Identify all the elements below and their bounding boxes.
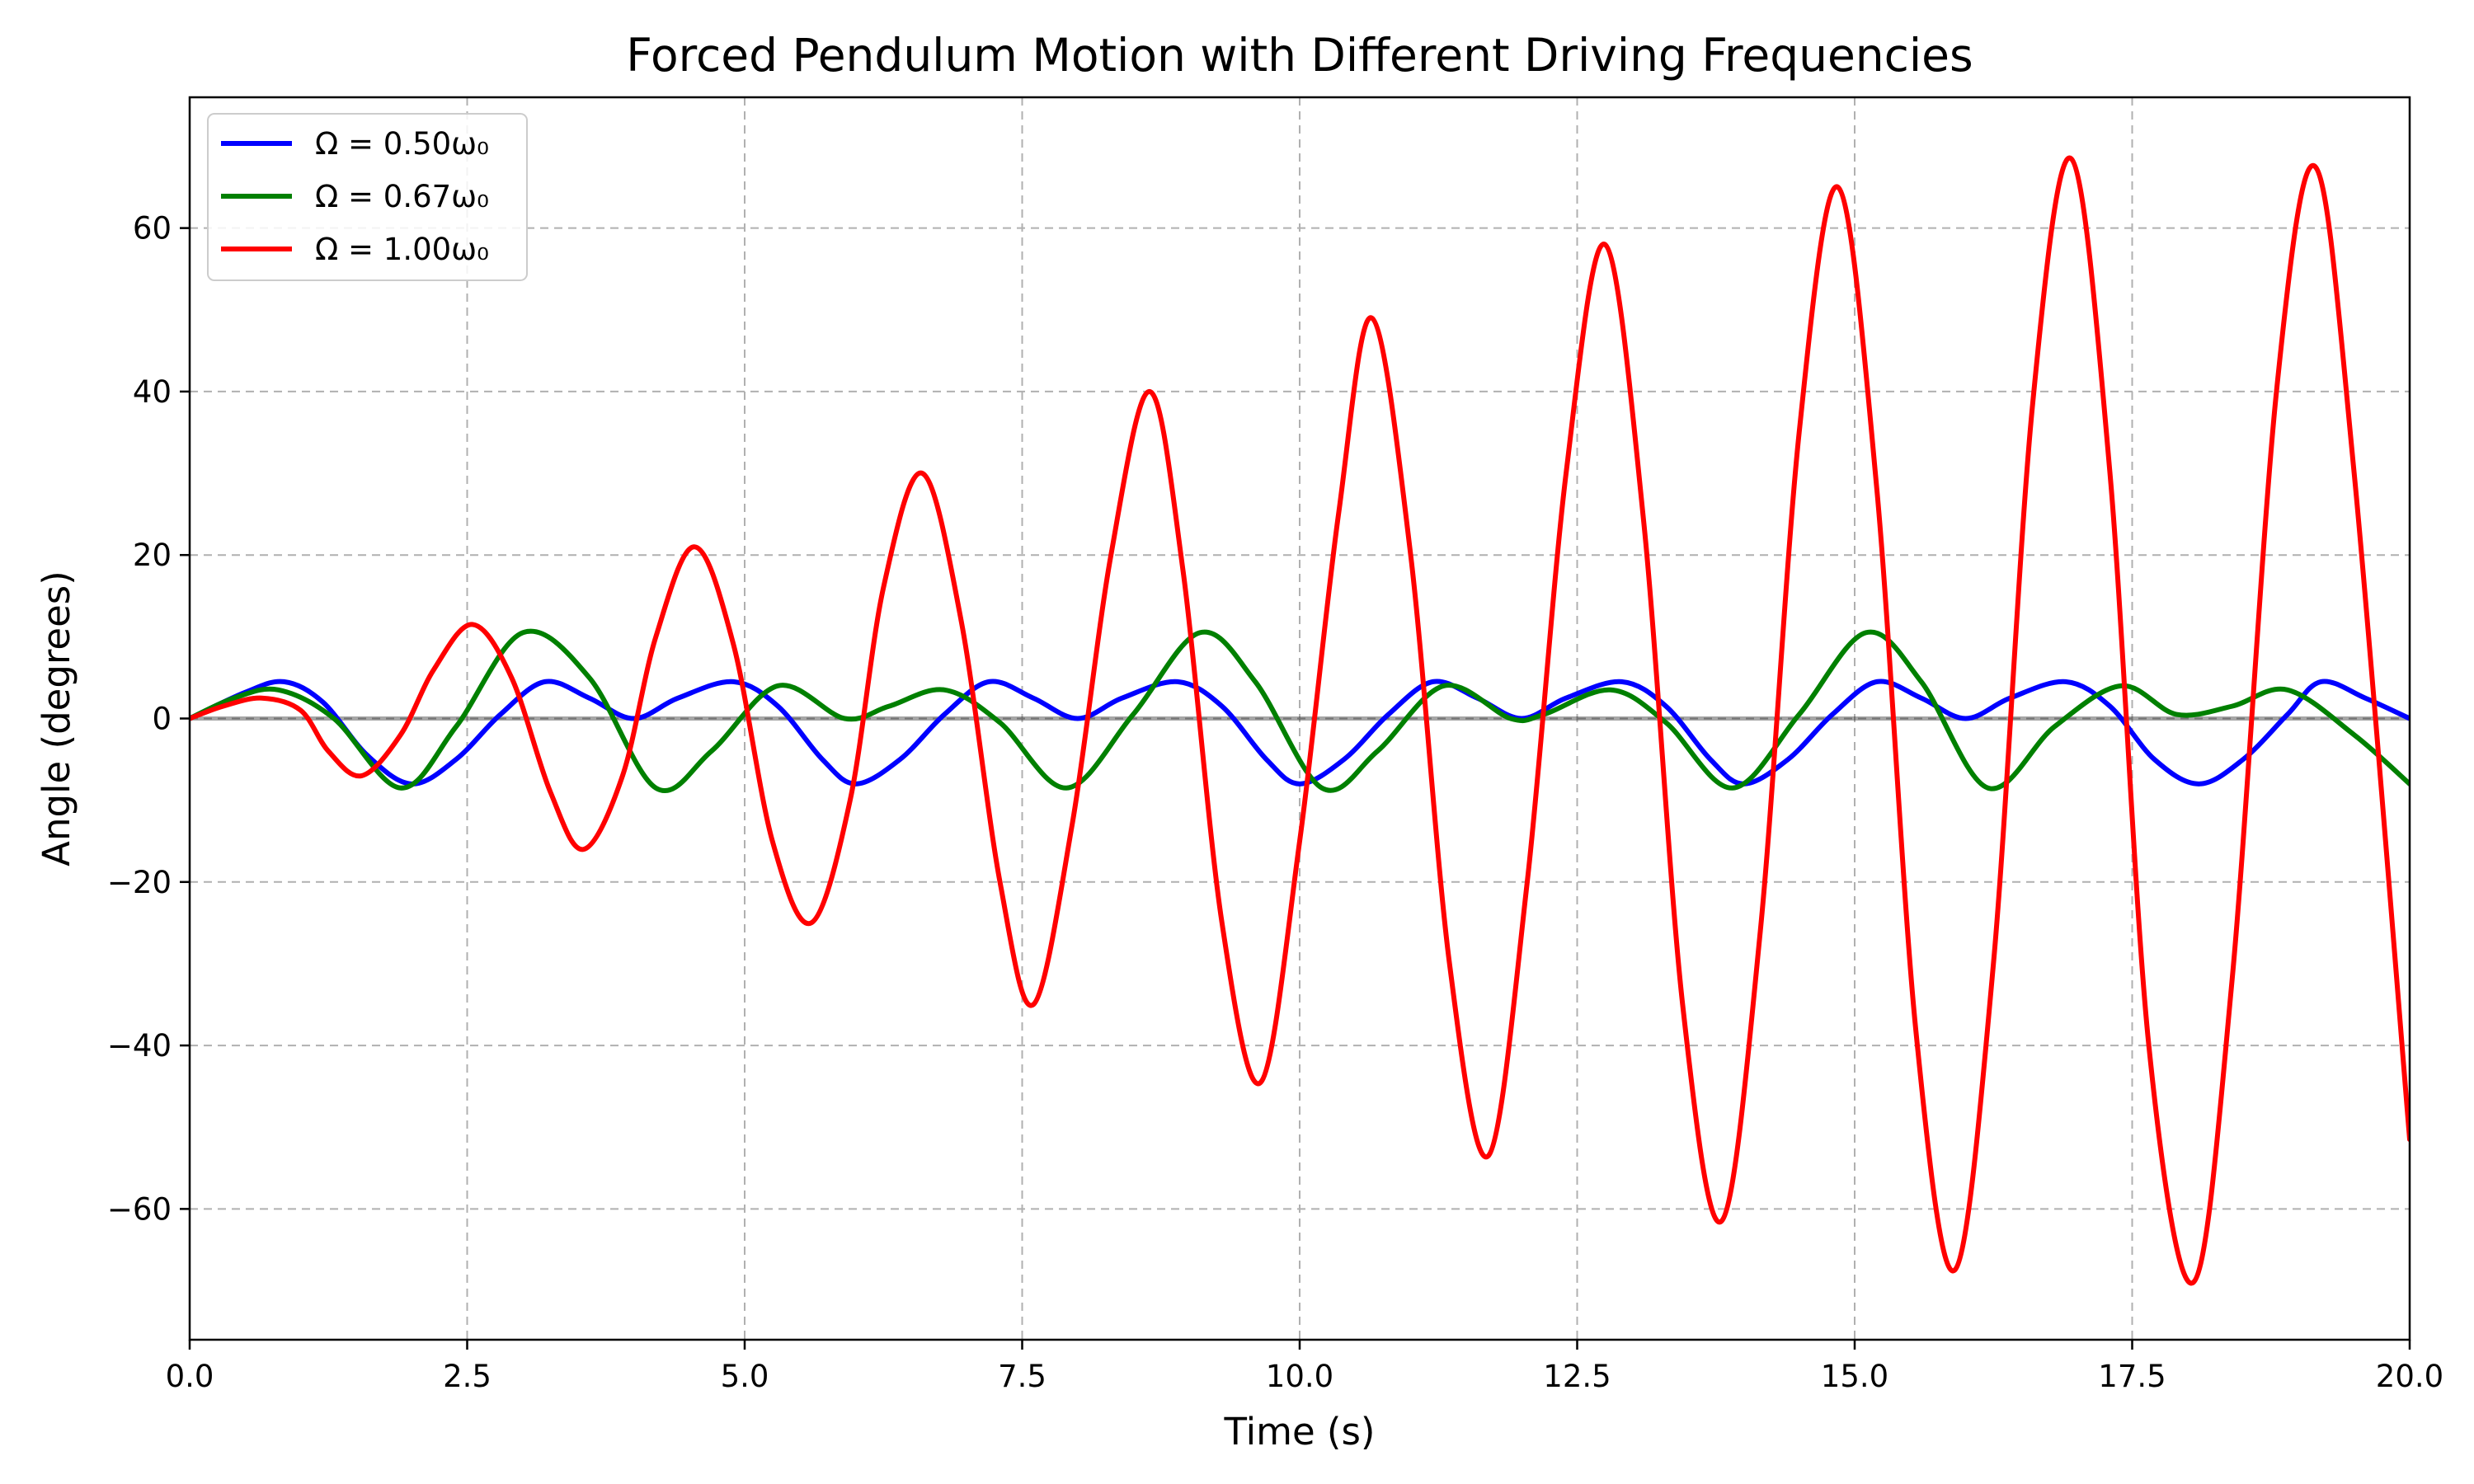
y-tick-label: −60: [107, 1191, 172, 1227]
x-tick-label: 0.0: [166, 1359, 214, 1394]
y-tick-label: 40: [133, 374, 172, 410]
x-tick-label: 5.0: [721, 1359, 769, 1394]
x-axis-label: Time (s): [1224, 1410, 1376, 1453]
x-tick-label: 2.5: [443, 1359, 492, 1394]
legend-label: Ω = 1.00ω₀: [315, 232, 489, 267]
legend: Ω = 0.50ω₀ Ω = 0.67ω₀ Ω = 1.00ω₀: [207, 113, 528, 281]
y-tick-label: −20: [107, 865, 172, 900]
x-tick-label: 15.0: [1821, 1359, 1888, 1394]
series-line-1: [190, 679, 2410, 787]
y-tick-label: 60: [133, 211, 172, 247]
series-line-3: [190, 155, 2410, 1286]
legend-box: [207, 113, 528, 281]
y-tick-label: 0: [152, 702, 172, 737]
legend-label: Ω = 0.67ω₀: [315, 179, 489, 214]
chart-title: Forced Pendulum Motion with Different Dr…: [626, 29, 1973, 82]
x-tick-label: 20.0: [2376, 1359, 2443, 1394]
x-tick-label: 10.0: [1266, 1359, 1333, 1394]
x-tick-label: 7.5: [998, 1359, 1047, 1394]
legend-label: Ω = 0.50ω₀: [315, 126, 489, 162]
series-line-2: [190, 628, 2410, 793]
y-tick-label: −40: [107, 1028, 172, 1064]
x-tick-label: 12.5: [1543, 1359, 1611, 1394]
series-layer: [190, 155, 2410, 1286]
x-axis-ticks: 0.0 2.5 5.0 7.5 10.0 12.5 15.0 17.5 20.0: [166, 1340, 2443, 1394]
y-axis-ticks: −60 −40 −20 0 20 40 60: [107, 211, 190, 1227]
y-tick-label: 20: [133, 538, 172, 573]
y-axis-label: Angle (degrees): [35, 571, 78, 866]
x-tick-label: 17.5: [2098, 1359, 2166, 1394]
